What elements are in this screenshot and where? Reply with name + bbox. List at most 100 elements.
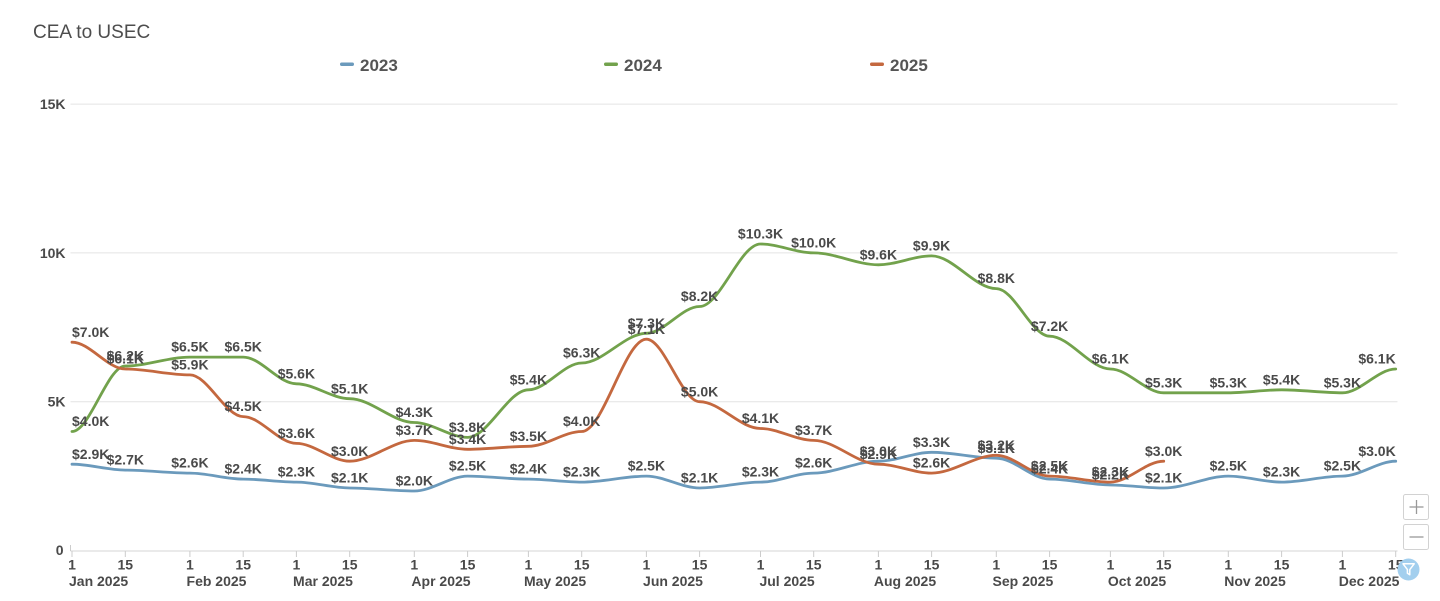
svg-text:$6.2K: $6.2K	[107, 348, 144, 364]
svg-text:$3.0K: $3.0K	[331, 443, 368, 459]
svg-text:$2.4K: $2.4K	[1031, 461, 1068, 477]
svg-text:$5.9K: $5.9K	[171, 357, 208, 373]
svg-text:$3.0K: $3.0K	[1358, 443, 1395, 459]
svg-text:$3.7K: $3.7K	[795, 422, 832, 438]
svg-text:$2.1K: $2.1K	[681, 470, 718, 486]
svg-text:Jan 2025: Jan 2025	[69, 573, 128, 589]
svg-text:$10.3K: $10.3K	[738, 226, 783, 242]
svg-text:$2.4K: $2.4K	[510, 461, 547, 477]
svg-text:$2.6K: $2.6K	[795, 455, 832, 471]
svg-text:Jun 2025: Jun 2025	[643, 573, 703, 589]
svg-text:2023: 2023	[360, 56, 398, 75]
svg-text:$5.3K: $5.3K	[1145, 374, 1182, 390]
svg-text:$6.5K: $6.5K	[225, 339, 262, 355]
svg-text:Sep 2025: Sep 2025	[993, 573, 1054, 589]
svg-text:$3.3K: $3.3K	[913, 434, 950, 450]
svg-text:$7.1K: $7.1K	[628, 321, 665, 337]
svg-text:$2.3K: $2.3K	[563, 464, 600, 480]
svg-text:Dec 2025: Dec 2025	[1339, 573, 1400, 589]
svg-text:15K: 15K	[40, 96, 66, 112]
svg-text:2025: 2025	[890, 56, 928, 75]
svg-text:$2.7K: $2.7K	[107, 452, 144, 468]
svg-text:15: 15	[460, 557, 476, 573]
svg-text:$3.2K: $3.2K	[978, 437, 1015, 453]
svg-text:$3.5K: $3.5K	[510, 428, 547, 444]
svg-text:$2.6K: $2.6K	[171, 455, 208, 471]
svg-text:$3.6K: $3.6K	[278, 425, 315, 441]
svg-text:15: 15	[574, 557, 590, 573]
svg-text:$5.0K: $5.0K	[681, 383, 718, 399]
svg-text:$3.8K: $3.8K	[449, 419, 486, 435]
svg-text:$4.0K: $4.0K	[563, 413, 600, 429]
svg-text:15: 15	[235, 557, 251, 573]
svg-text:$2.3K: $2.3K	[1092, 464, 1129, 480]
svg-text:$6.1K: $6.1K	[107, 351, 144, 367]
svg-text:CEA to USEC: CEA to USEC	[33, 22, 150, 43]
svg-text:$2.4K: $2.4K	[225, 461, 262, 477]
svg-text:15: 15	[1274, 557, 1290, 573]
svg-text:1: 1	[68, 557, 76, 573]
svg-text:$2.5K: $2.5K	[1031, 458, 1068, 474]
svg-text:$5.3K: $5.3K	[1210, 374, 1247, 390]
svg-text:$2.3K: $2.3K	[278, 464, 315, 480]
svg-text:$10.0K: $10.0K	[791, 235, 836, 251]
svg-text:$3.0K: $3.0K	[860, 443, 897, 459]
svg-text:$5.4K: $5.4K	[1263, 371, 1300, 387]
svg-text:$2.1K: $2.1K	[1145, 470, 1182, 486]
svg-text:$2.5K: $2.5K	[628, 458, 665, 474]
svg-text:$2.5K: $2.5K	[1324, 458, 1361, 474]
svg-text:$2.2K: $2.2K	[1092, 467, 1129, 483]
svg-text:$4.0K: $4.0K	[72, 413, 109, 429]
svg-text:$2.5K: $2.5K	[449, 458, 486, 474]
svg-text:May 2025: May 2025	[524, 573, 586, 589]
svg-text:1: 1	[1339, 557, 1347, 573]
svg-text:Nov 2025: Nov 2025	[1224, 573, 1286, 589]
svg-text:Mar 2025: Mar 2025	[293, 573, 353, 589]
svg-text:Aug 2025: Aug 2025	[874, 573, 936, 589]
svg-text:Oct 2025: Oct 2025	[1108, 573, 1167, 589]
svg-text:$9.9K: $9.9K	[913, 238, 950, 254]
svg-text:$4.3K: $4.3K	[396, 404, 433, 420]
svg-text:$3.4K: $3.4K	[449, 431, 486, 447]
svg-text:$3.1K: $3.1K	[978, 440, 1015, 456]
svg-text:$5.1K: $5.1K	[331, 380, 368, 396]
svg-text:$5.6K: $5.6K	[278, 365, 315, 381]
svg-text:1: 1	[875, 557, 883, 573]
svg-text:$9.6K: $9.6K	[860, 246, 897, 262]
svg-text:Feb 2025: Feb 2025	[187, 573, 247, 589]
svg-text:$7.0K: $7.0K	[72, 324, 109, 340]
svg-text:1: 1	[757, 557, 765, 573]
svg-text:15: 15	[1156, 557, 1172, 573]
svg-text:$4.5K: $4.5K	[225, 398, 262, 414]
svg-text:10K: 10K	[40, 245, 66, 261]
svg-text:$7.2K: $7.2K	[1031, 318, 1068, 334]
svg-text:$2.9K: $2.9K	[72, 446, 109, 462]
svg-text:1: 1	[525, 557, 533, 573]
svg-text:15: 15	[924, 557, 940, 573]
svg-text:$2.0K: $2.0K	[396, 473, 433, 489]
svg-text:$8.8K: $8.8K	[978, 270, 1015, 286]
svg-text:$8.2K: $8.2K	[681, 288, 718, 304]
svg-text:$3.7K: $3.7K	[396, 422, 433, 438]
svg-text:$7.3K: $7.3K	[628, 315, 665, 331]
svg-text:$6.1K: $6.1K	[1358, 351, 1395, 367]
svg-text:$4.1K: $4.1K	[742, 410, 779, 426]
svg-text:$2.3K: $2.3K	[742, 464, 779, 480]
svg-text:$6.3K: $6.3K	[563, 345, 600, 361]
svg-text:$5.3K: $5.3K	[1324, 374, 1361, 390]
svg-text:$5.4K: $5.4K	[510, 371, 547, 387]
svg-text:5K: 5K	[48, 394, 66, 410]
svg-text:$2.9K: $2.9K	[860, 446, 897, 462]
svg-text:$2.6K: $2.6K	[913, 455, 950, 471]
svg-text:15: 15	[806, 557, 822, 573]
svg-text:1: 1	[1107, 557, 1115, 573]
svg-text:0: 0	[56, 542, 64, 558]
svg-text:$2.5K: $2.5K	[1210, 458, 1247, 474]
svg-text:Jul 2025: Jul 2025	[759, 573, 814, 589]
svg-text:1: 1	[1224, 557, 1232, 573]
svg-text:1: 1	[293, 557, 301, 573]
svg-text:Apr 2025: Apr 2025	[411, 573, 470, 589]
svg-text:1: 1	[186, 557, 194, 573]
svg-text:15: 15	[1042, 557, 1058, 573]
svg-text:15: 15	[342, 557, 358, 573]
